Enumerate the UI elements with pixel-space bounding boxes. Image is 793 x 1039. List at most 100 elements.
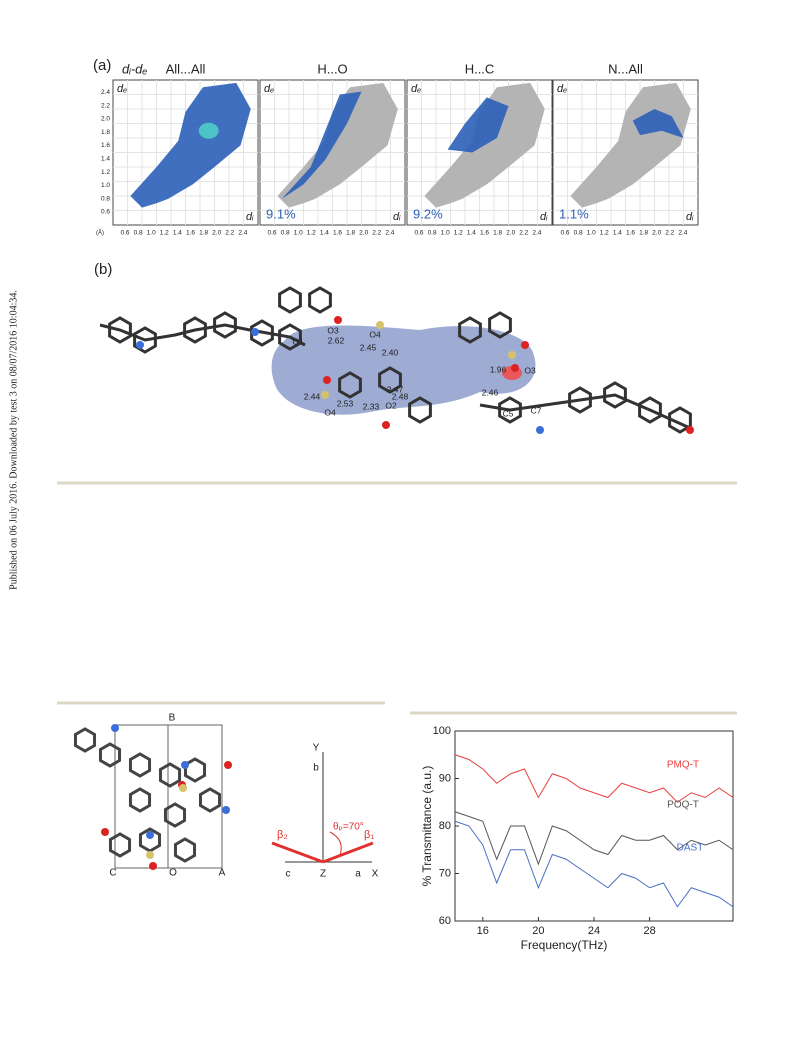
y-tick-label: 0.6 [101, 209, 110, 216]
x-tick-label: 1.0 [587, 230, 596, 237]
annotation: O2 [385, 400, 397, 410]
molecule-ring [278, 286, 302, 314]
molecule-ring [173, 837, 197, 863]
x-tick-label: 1.8 [493, 230, 502, 237]
molecule-ring [498, 396, 522, 424]
atom [376, 321, 384, 329]
molecule-chain [479, 393, 691, 430]
panel-percent: 9.2% [413, 206, 443, 221]
x-tick-label: 2.2 [372, 230, 381, 237]
molecule-chain [99, 323, 306, 347]
angle-label: θₚ=70° [333, 822, 364, 833]
spectrum-line [454, 754, 734, 803]
beta-label: β₁ [364, 829, 374, 841]
x-tick-label: 0.6 [560, 230, 569, 237]
axis-label: dᵢ [540, 211, 548, 223]
figure-label: (b) [94, 261, 112, 278]
annotation: 2.47 [387, 384, 404, 394]
x-tick-label: 1.4 [467, 230, 476, 237]
molecule-ring [488, 311, 512, 339]
x-tick-label: 2.4 [532, 230, 541, 237]
atom [149, 862, 157, 870]
molecule-ring [128, 787, 152, 813]
angle-arc [329, 831, 342, 856]
y-axis-label: % Transmittance (a.u.) [420, 766, 434, 887]
hirshfeld-surface [271, 325, 536, 415]
y-tick-label: 1.2 [101, 169, 110, 176]
fingerprint-background [424, 82, 545, 208]
beta-label: β₂ [277, 829, 288, 841]
atom [511, 364, 519, 372]
molecule-ring [308, 286, 332, 314]
y-tick-label: 0.8 [101, 195, 110, 202]
x-tick-label: 0.6 [120, 230, 129, 237]
molecule-ring [108, 832, 132, 858]
molecule-ring [158, 762, 182, 788]
molecule-ring [458, 316, 482, 344]
annotation: O4 [369, 329, 381, 339]
axis-title: dᵢ-dₑ [122, 61, 147, 76]
annotation: 2.46 [482, 387, 499, 397]
x-tick-label: 2.0 [652, 230, 661, 237]
axis-label: dₑ [557, 83, 567, 95]
y-tick-label: 80 [439, 820, 451, 832]
x-tick-label: 1.4 [173, 230, 182, 237]
atom [101, 828, 109, 836]
x-tick-label: 1.0 [147, 230, 156, 237]
annotation: O1 [292, 336, 304, 346]
molecule-ring [250, 319, 274, 347]
x-tick-label: 16 [477, 925, 489, 937]
molecule-ring [408, 396, 432, 424]
x-tick-label: 24 [588, 925, 600, 937]
atom [686, 426, 694, 434]
molecule-ring [128, 752, 152, 778]
axis-label: c [286, 869, 291, 880]
x-tick-label: 0.8 [574, 230, 583, 237]
y-tick-label: 2.2 [101, 102, 110, 109]
fingerprint-region [632, 109, 684, 138]
atom [323, 376, 331, 384]
molecule-ring [278, 323, 302, 351]
fingerprint-region [130, 82, 251, 208]
x-tick-label: 1.8 [639, 230, 648, 237]
atom [111, 724, 119, 732]
molecule-ring [108, 316, 132, 344]
atom [334, 316, 342, 324]
spectrum-line [454, 811, 734, 866]
molecule-ring [183, 316, 207, 344]
molecule-ring [338, 371, 362, 399]
axis-label: a [355, 869, 361, 880]
annotation: O4 [324, 407, 336, 417]
annotation: 2.44 [304, 391, 321, 401]
axis-label: dₑ [117, 83, 127, 95]
atom [536, 426, 544, 434]
fingerprint-region [281, 91, 362, 199]
cell-label: B [169, 713, 176, 724]
y-tick-label: 1.4 [101, 156, 110, 163]
x-tick-label: 2.0 [359, 230, 368, 237]
y-tick-label: 2.0 [101, 116, 110, 123]
annotation: 2.53 [337, 398, 354, 408]
annotation: C5 [503, 408, 514, 418]
atom [321, 391, 329, 399]
x-axis-label: Frequency(THz) [521, 938, 608, 952]
atom [136, 341, 144, 349]
molecule-ring [668, 406, 692, 434]
x-tick-label: 1.8 [199, 230, 208, 237]
y-tick-label: 90 [439, 772, 451, 784]
x-tick-label: 1.2 [600, 230, 609, 237]
molecule-ring [98, 742, 122, 768]
series-label: DAST [677, 843, 704, 854]
x-tick-label: 1.2 [160, 230, 169, 237]
x-tick-label: 1.0 [441, 230, 450, 237]
panel-percent: 1.1% [559, 206, 589, 221]
fingerprint-hotspot [198, 122, 219, 139]
atom [382, 421, 390, 429]
cell-label: A [219, 868, 226, 879]
axis-label: Z [320, 869, 326, 880]
y-tick-label: 100 [433, 725, 451, 737]
molecule-ring [183, 757, 207, 783]
x-tick-label: 2.4 [678, 230, 687, 237]
x-tick-label: 0.6 [414, 230, 423, 237]
x-tick-label: 1.2 [454, 230, 463, 237]
